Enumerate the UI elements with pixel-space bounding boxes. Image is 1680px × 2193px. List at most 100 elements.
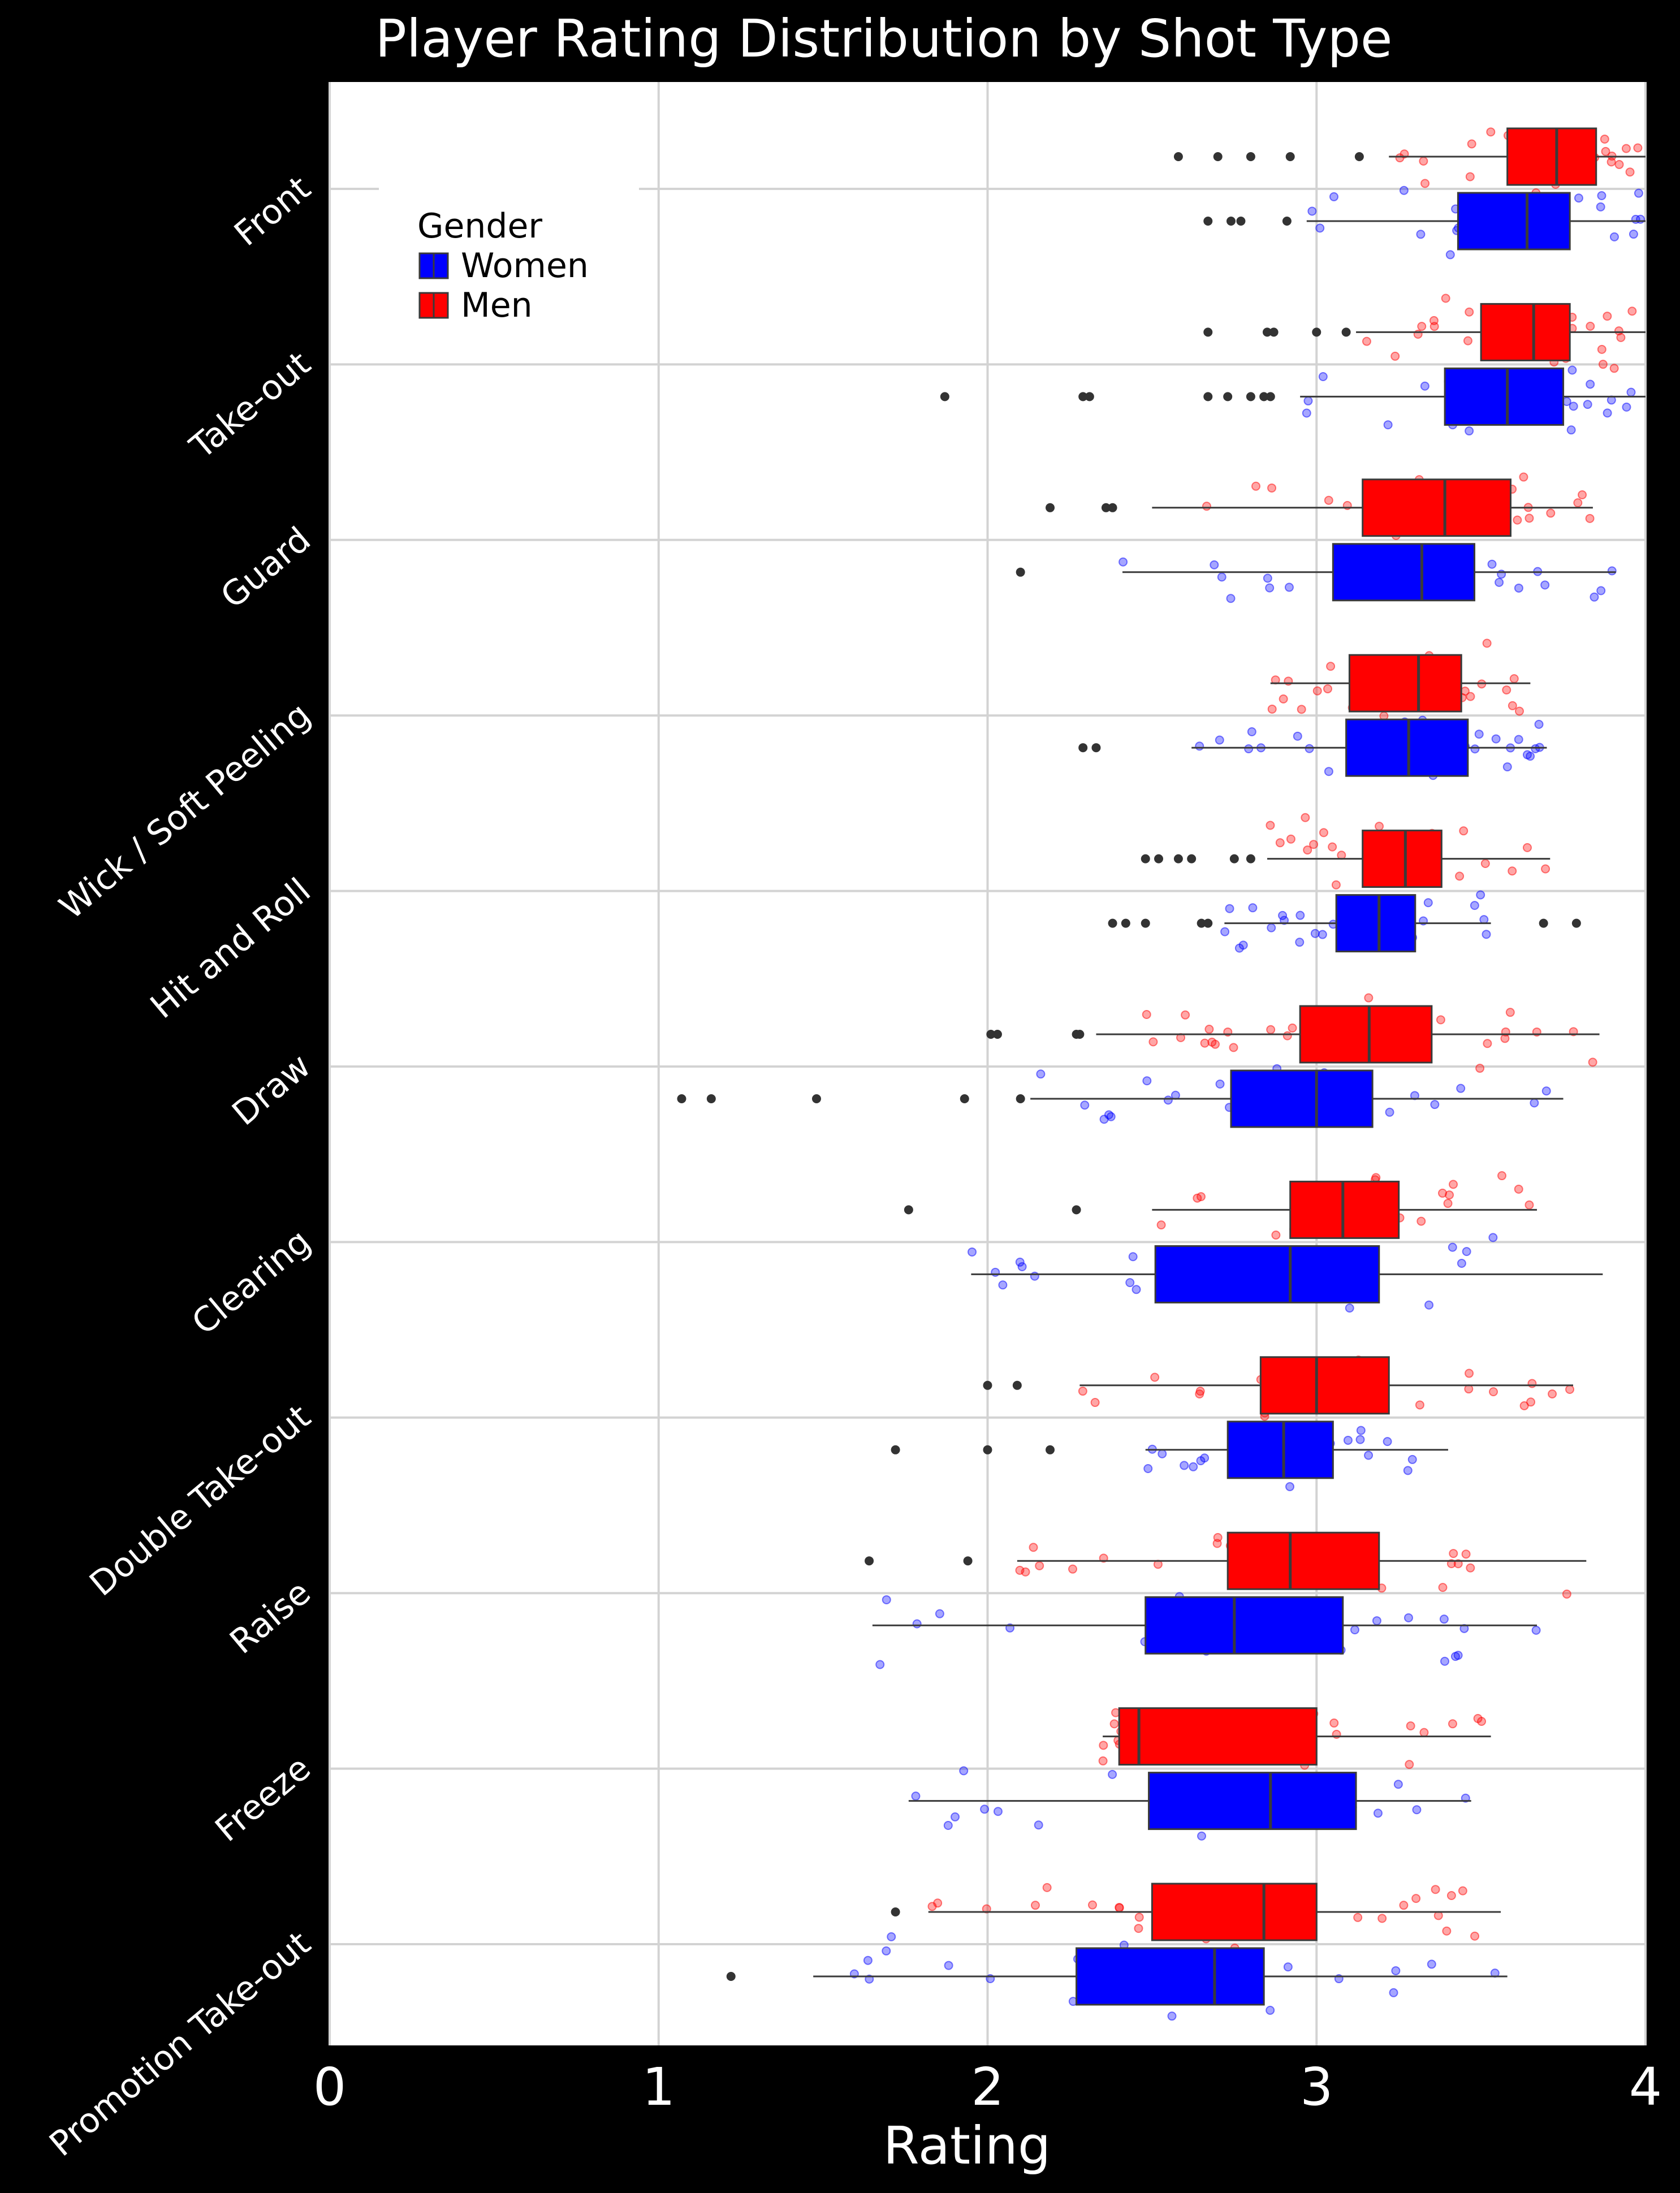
jitter-point — [1586, 321, 1595, 331]
jitter-point — [1315, 223, 1325, 233]
jitter-point — [1433, 1911, 1443, 1920]
outlier-point — [1354, 152, 1364, 161]
jitter-point — [1385, 1107, 1394, 1117]
box-men — [983, 1356, 1574, 1415]
jitter-point — [1465, 1369, 1474, 1378]
jitter-point — [1302, 408, 1311, 418]
jitter-point — [1251, 481, 1261, 491]
jitter-point — [882, 1946, 891, 1955]
jitter-point — [1527, 1379, 1537, 1388]
x-tick-label: 0 — [313, 2057, 347, 2117]
jitter-point — [1030, 1271, 1039, 1281]
box-women — [940, 367, 1646, 426]
box-men — [865, 1531, 1587, 1590]
jitter-point — [1225, 904, 1234, 913]
outlier-point — [983, 1380, 992, 1390]
jitter-point — [1331, 880, 1341, 890]
x-axis-label: Rating — [883, 2116, 1051, 2176]
outlier-point — [992, 1030, 1002, 1039]
iqr-box — [1332, 543, 1475, 602]
jitter-point — [1524, 513, 1534, 523]
jitter-point — [1355, 1435, 1365, 1444]
jitter-point — [1519, 472, 1528, 482]
jitter-point — [1609, 232, 1619, 241]
jitter-point — [1015, 1257, 1025, 1267]
outlier-point — [1101, 503, 1111, 512]
jitter-point — [1480, 858, 1490, 868]
iqr-box — [1230, 1069, 1374, 1128]
jitter-point — [1307, 206, 1317, 216]
jitter-point — [1099, 1741, 1108, 1750]
jitter-point — [1195, 1387, 1205, 1396]
jitter-point — [1229, 1043, 1238, 1052]
jitter-point — [1500, 1034, 1510, 1043]
jitter-point — [1202, 502, 1211, 511]
jitter-point — [1588, 1057, 1597, 1067]
jitter-point — [1282, 1031, 1292, 1041]
jitter-point — [1453, 1651, 1463, 1660]
box-women — [971, 1245, 1603, 1303]
jitter-point — [1318, 372, 1328, 382]
jitter-point — [1583, 400, 1592, 409]
jitter-point — [1134, 1913, 1144, 1922]
outlier-point — [986, 1030, 996, 1039]
jitter-point — [1634, 188, 1643, 198]
jitter-point — [1217, 572, 1226, 582]
jitter-point — [1482, 930, 1491, 939]
grid-layer — [329, 82, 1647, 2045]
jitter-point — [1590, 592, 1599, 602]
iqr-box — [1118, 1707, 1318, 1766]
jitter-point — [1417, 322, 1427, 331]
jitter-point — [1323, 684, 1333, 694]
jitter-point — [1448, 1719, 1457, 1729]
box-men — [904, 1180, 1538, 1239]
jitter-point — [1411, 1894, 1421, 1903]
outlier-point — [891, 1907, 900, 1916]
outlier-point — [1312, 327, 1321, 337]
jitter-point — [1567, 365, 1577, 375]
jitter-point — [1562, 1589, 1571, 1599]
jitter-point — [1195, 741, 1204, 751]
jitter-point — [1293, 731, 1302, 741]
jitter-point — [1226, 594, 1236, 603]
jitter-point — [1476, 890, 1485, 900]
box-women — [677, 1069, 1564, 1128]
outlier-point — [1203, 392, 1213, 402]
jitter-point — [1565, 1384, 1575, 1394]
jitter-point — [1087, 1900, 1097, 1910]
jitter-point — [1445, 1190, 1454, 1200]
outlier-point — [1197, 918, 1206, 928]
jitter-point — [1326, 662, 1336, 671]
x-tick-label: 4 — [1629, 2057, 1662, 2117]
jitter-point — [1271, 1230, 1281, 1240]
jitter-point — [1034, 1820, 1043, 1830]
y-tick-label: Hit and Roll — [143, 870, 318, 1026]
jitter-point — [993, 1807, 1003, 1816]
outlier-point — [1046, 1445, 1055, 1454]
outlier-point — [677, 1094, 686, 1103]
jitter-point — [1238, 940, 1248, 950]
jitter-point — [1109, 1719, 1119, 1729]
jitter-point — [1163, 1095, 1173, 1105]
jitter-point — [1406, 1721, 1415, 1731]
iqr-box — [1362, 830, 1443, 888]
iqr-box — [1148, 1772, 1357, 1831]
jitter-point — [1479, 915, 1489, 925]
jitter-point — [1371, 1173, 1381, 1182]
jitter-point — [1345, 1303, 1354, 1313]
outlier-point — [1259, 392, 1269, 402]
jitter-point — [935, 1609, 944, 1618]
jitter-point — [1310, 929, 1320, 938]
jitter-point — [1283, 1962, 1293, 1972]
jitter-point — [1029, 1543, 1038, 1552]
outlier-point — [1072, 1205, 1081, 1215]
jitter-point — [1627, 306, 1637, 316]
y-tick-label: Double Take-out — [83, 1397, 318, 1604]
jitter-point — [1389, 1988, 1398, 1997]
jitter-point — [1429, 316, 1439, 325]
box-men — [1103, 1707, 1491, 1766]
jitter-point — [1078, 1387, 1087, 1396]
outlier-point — [1223, 392, 1233, 402]
